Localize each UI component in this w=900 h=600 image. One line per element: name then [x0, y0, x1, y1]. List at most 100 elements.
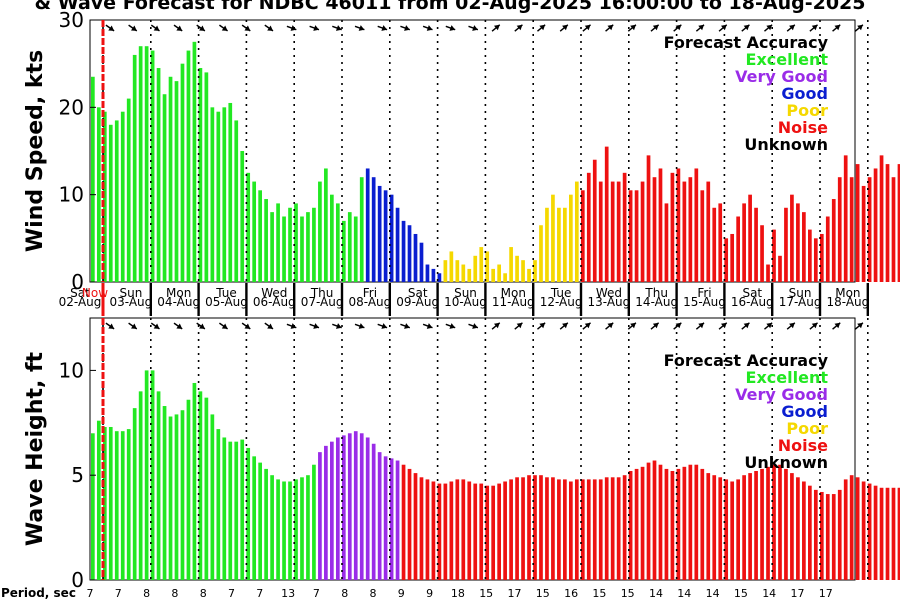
- arrow-head: [743, 322, 750, 329]
- wave-bar: [646, 462, 651, 580]
- wave-direction-arrow: [741, 322, 750, 330]
- wave-bar: [102, 426, 107, 580]
- wind-legend-heading: Forecast Accuracy: [664, 33, 829, 52]
- period-value: 14: [706, 587, 720, 600]
- wind-bar: [318, 181, 322, 282]
- wave-bar: [515, 477, 519, 580]
- wind-legend-item: Noise: [778, 118, 828, 137]
- day-date-label: 09-Aug: [396, 295, 439, 309]
- wave-bar: [873, 485, 878, 580]
- wind-bar: [91, 76, 95, 283]
- wave-bar: [491, 485, 496, 580]
- wind-bar: [383, 190, 388, 282]
- wave-bar: [234, 441, 239, 580]
- wave-bar: [318, 452, 322, 580]
- wave-bar: [186, 399, 191, 580]
- wind-bar: [682, 181, 687, 282]
- wind-bar: [407, 225, 412, 282]
- wind-direction-arrow: [286, 25, 297, 31]
- wind-bar: [670, 172, 675, 282]
- wave-bar: [825, 494, 830, 580]
- wind-bar: [563, 207, 567, 282]
- wave-bar: [204, 397, 209, 580]
- wind-direction-arrow: [128, 24, 138, 32]
- wind-legend-item: Very Good: [735, 67, 828, 86]
- arrow-head: [630, 24, 636, 31]
- wind-bar: [688, 177, 693, 282]
- wind-bar: [413, 233, 418, 282]
- wind-bar: [395, 207, 400, 282]
- day-name-label: Fri: [697, 286, 711, 300]
- wave-direction-arrow: [468, 323, 479, 329]
- wind-bar: [784, 207, 788, 282]
- day-name-label: Tue: [215, 286, 237, 300]
- wind-direction-arrow: [650, 24, 660, 32]
- wave-bar: [885, 487, 890, 580]
- day-name-label: Tue: [550, 286, 572, 300]
- arrow-head: [652, 24, 659, 31]
- wind-bar: [837, 177, 842, 282]
- arrow-head: [381, 323, 388, 329]
- day-date-label: 06-Aug: [253, 295, 296, 309]
- period-value: 14: [762, 587, 776, 600]
- wave-bar: [108, 426, 113, 580]
- wave-bar: [258, 462, 262, 580]
- period-value: 8: [341, 587, 348, 600]
- wave-bar: [855, 477, 860, 580]
- wave-bar: [473, 483, 478, 580]
- wave-bar: [598, 479, 603, 580]
- wind-bar: [359, 177, 364, 282]
- wind-bar: [240, 151, 245, 282]
- wind-bar: [192, 41, 197, 282]
- wind-direction-arrow: [332, 25, 342, 31]
- wind-bar: [449, 251, 454, 282]
- wind-bar: [598, 181, 603, 282]
- wave-bar: [341, 435, 346, 580]
- arrow-head: [607, 24, 614, 31]
- arrow-head: [244, 25, 251, 31]
- wind-bar: [569, 194, 573, 282]
- wave-bar: [150, 370, 155, 580]
- arrow-head: [267, 25, 273, 31]
- wave-bar: [312, 464, 316, 580]
- wind-bar: [843, 155, 848, 282]
- wave-bar: [330, 441, 334, 580]
- wind-bar: [300, 216, 304, 282]
- wind-direction-arrow: [219, 24, 228, 32]
- wave-bar: [240, 439, 245, 580]
- wave-bar: [527, 475, 531, 580]
- wind-bar: [210, 107, 215, 282]
- wave-legend-item: Good: [781, 402, 828, 421]
- wave-bar: [796, 477, 800, 580]
- arrow-head: [381, 25, 388, 31]
- wave-bar: [431, 481, 436, 580]
- wave-bar: [264, 468, 268, 580]
- wind-bar: [730, 233, 735, 282]
- wave-bar: [180, 410, 185, 580]
- arrow-head: [221, 323, 228, 329]
- wind-bar: [419, 242, 424, 282]
- wind-bar: [294, 203, 298, 282]
- wave-bar: [545, 477, 549, 580]
- arrow-head: [313, 323, 319, 329]
- wind-bar: [706, 181, 711, 282]
- wind-bar: [808, 229, 812, 282]
- wave-direction-arrow: [150, 322, 160, 330]
- arrow-head: [789, 24, 795, 31]
- wave-bar: [861, 481, 866, 580]
- wave-bar: [658, 464, 663, 580]
- arrow-head: [857, 322, 863, 329]
- wind-bar: [503, 273, 507, 282]
- day-date-label: 02-Aug: [59, 295, 102, 309]
- wind-bar: [120, 111, 125, 282]
- wave-bar: [819, 491, 824, 580]
- wind-direction-arrow: [673, 24, 682, 32]
- day-name-label: Sun: [454, 286, 477, 300]
- period-value: 8: [171, 587, 178, 600]
- wind-direction-arrow: [605, 24, 614, 32]
- wind-bar: [204, 72, 209, 283]
- wind-bar: [455, 260, 460, 282]
- wave-bar: [837, 489, 842, 580]
- wind-bar: [604, 146, 609, 282]
- wind-bar: [664, 203, 669, 282]
